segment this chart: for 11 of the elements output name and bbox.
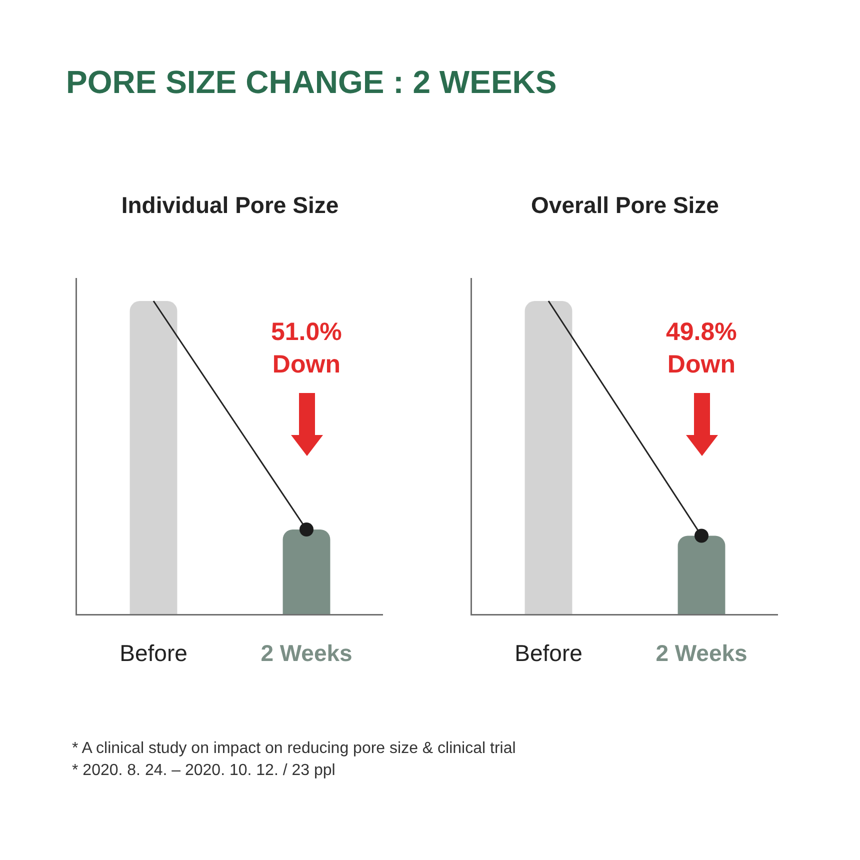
annotation: 51.0% Down xyxy=(271,318,342,378)
text: * A clinical study on impact on reducing pore size & clinical trial xyxy=(72,739,516,759)
annotation: 49.8% Down xyxy=(666,318,737,378)
text: * 2020. 8. 24. – 2020. 10. 12. / 23 ppl xyxy=(72,761,336,781)
x-tick-label: 2 Weeks xyxy=(656,640,748,666)
chart-title: Individual Pore Size xyxy=(121,192,339,218)
chart-title: Overall Pore Size xyxy=(531,192,719,218)
x-tick-label: Before xyxy=(514,640,582,666)
x-tick-label: 2 Weeks xyxy=(260,640,352,666)
x-tick-label: Before xyxy=(120,640,188,666)
text: PORE SIZE CHANGE : 2 WEEKS xyxy=(66,63,557,101)
